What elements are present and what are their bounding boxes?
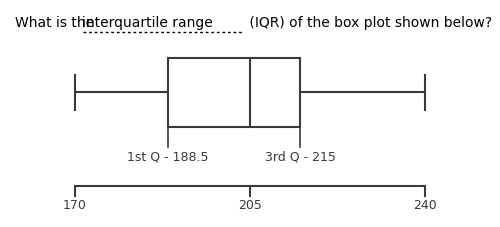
Text: 170: 170 [63, 199, 87, 212]
Text: (IQR) of the box plot shown below?: (IQR) of the box plot shown below? [245, 16, 492, 30]
Bar [168, 59, 300, 127]
Text: 1st Q - 188.5: 1st Q - 188.5 [127, 150, 208, 163]
Text: 205: 205 [238, 199, 262, 212]
Text: interquartile range: interquartile range [82, 16, 213, 30]
Text: 240: 240 [413, 199, 437, 212]
Text: 3rd Q - 215: 3rd Q - 215 [264, 150, 336, 163]
Text: What is the: What is the [15, 16, 98, 30]
